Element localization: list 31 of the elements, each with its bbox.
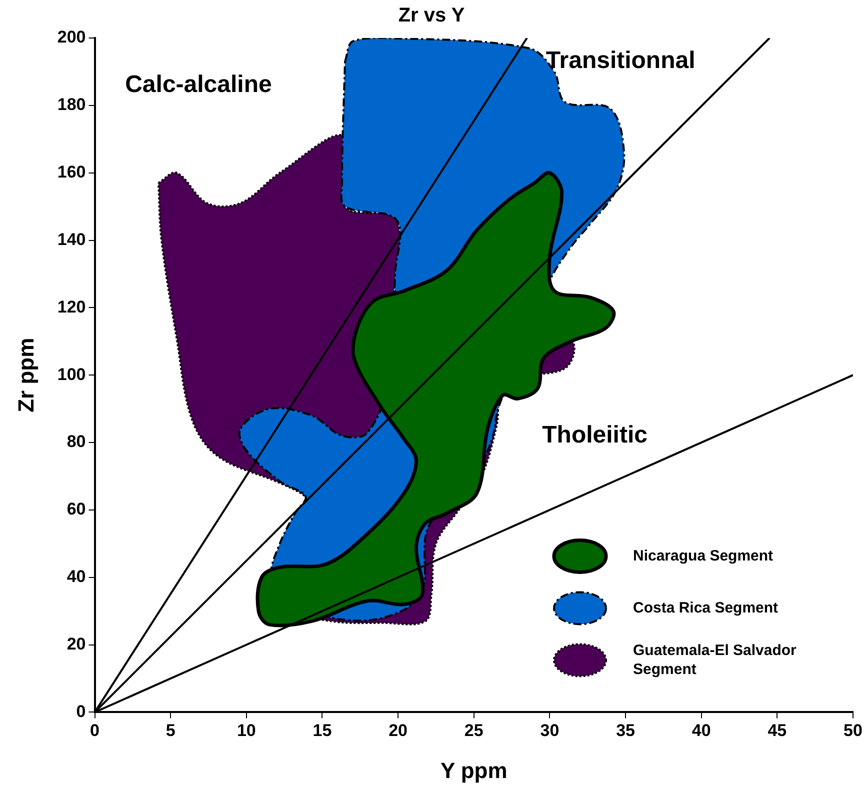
series-label: Nicaragua Segment xyxy=(633,547,774,564)
y-tick-label: 140 xyxy=(57,230,86,249)
y-tick-label: 160 xyxy=(57,162,86,182)
x-tick-label: 25 xyxy=(464,721,484,740)
y-axis-title: Zr ppm xyxy=(13,338,38,412)
annotation: Transitionnal xyxy=(546,47,696,74)
x-tick-label: 10 xyxy=(236,721,256,740)
y-tick-label: 120 xyxy=(57,297,86,316)
x-tick-label: 45 xyxy=(768,721,787,740)
x-tick-label: 40 xyxy=(692,721,711,740)
x-tick-label: 50 xyxy=(844,721,862,740)
y-tick-label: 20 xyxy=(66,634,86,654)
y-tick-label: 180 xyxy=(57,95,86,114)
chart-title: Zr vs Y xyxy=(398,4,466,27)
x-tick-label: 30 xyxy=(540,721,560,740)
y-tick-label: 200 xyxy=(57,28,86,47)
y-tick-label: 40 xyxy=(66,567,86,586)
y-tick-label: 100 xyxy=(57,364,86,384)
y-tick-label: 60 xyxy=(66,500,86,519)
y-tick-label: 0 xyxy=(76,702,86,721)
legend-label: Costa Rica Segment xyxy=(633,599,778,616)
x-tick-label: 20 xyxy=(388,721,408,740)
legend-label: Guatemala-El Salvador Segment xyxy=(633,642,797,678)
x-tick-label: 35 xyxy=(616,721,635,740)
x-tick-label: 0 xyxy=(90,721,100,740)
x-tick-label: 15 xyxy=(312,721,332,740)
x-tick-label: 5 xyxy=(166,721,176,740)
annotation: Tholeiitic xyxy=(542,421,648,448)
annotation: Calc-alcaline xyxy=(125,70,272,98)
y-tick-label: 80 xyxy=(66,432,86,452)
x-axis-title: Y ppm xyxy=(440,758,508,783)
